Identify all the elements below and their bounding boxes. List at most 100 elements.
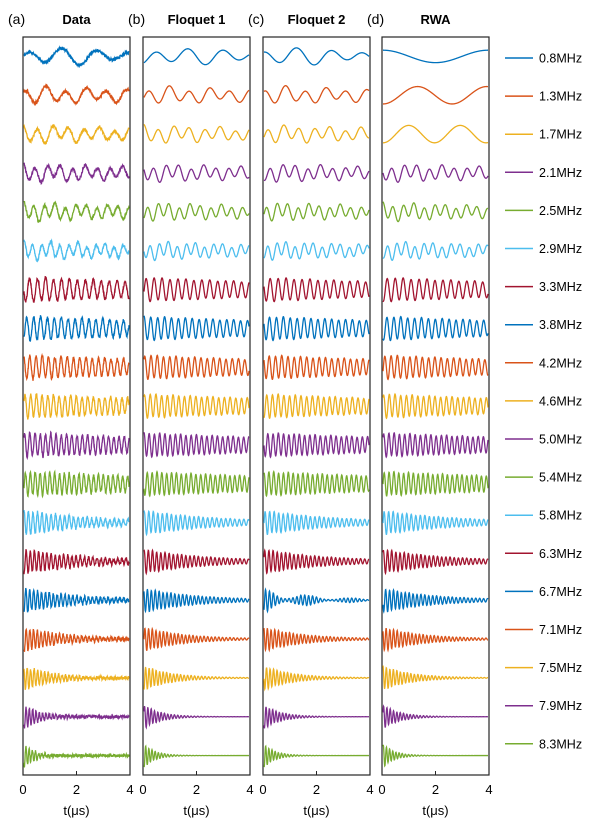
legend-label-5.0MHz: 5.0MHz (539, 433, 582, 447)
series-line-4.2MHz (263, 354, 370, 380)
series-line-7.9MHz (23, 706, 130, 729)
series-line-7.1MHz (143, 626, 250, 651)
legend-label-6.3MHz: 6.3MHz (539, 547, 582, 561)
legend-label-2.1MHz: 2.1MHz (539, 166, 582, 180)
series-line-5.4MHz (382, 470, 489, 497)
series-line-6.3MHz (143, 548, 250, 576)
legend-label-6.7MHz: 6.7MHz (539, 585, 582, 599)
series-line-3.3MHz (382, 277, 489, 303)
series-line-2.1MHz (143, 164, 250, 183)
series-line-2.9MHz (143, 240, 250, 262)
series-line-2.1MHz (382, 164, 489, 183)
series-line-7.5MHz (23, 667, 130, 690)
series-line-2.5MHz (263, 202, 370, 222)
series-line-6.7MHz (263, 587, 370, 614)
series-line-5.8MHz (263, 510, 370, 535)
legend-label-3.3MHz: 3.3MHz (539, 280, 582, 294)
series-line-5.8MHz (382, 510, 489, 535)
x-tick-label: 2 (313, 782, 320, 797)
series-line-4.2MHz (382, 354, 489, 381)
x-tick-label: 2 (193, 782, 200, 797)
panel-letter: (d) (367, 11, 384, 27)
legend-label-4.2MHz: 4.2MHz (539, 356, 582, 370)
x-tick-label: 4 (126, 782, 133, 797)
series-line-7.9MHz (143, 705, 250, 730)
legend-label-2.9MHz: 2.9MHz (539, 242, 582, 256)
panel-letter: (b) (128, 11, 145, 27)
legend-label-0.8MHz: 0.8MHz (539, 52, 582, 66)
x-tick-label: 0 (19, 782, 26, 797)
series-line-7.9MHz (263, 706, 369, 729)
panel-letter: (a) (8, 11, 25, 27)
series-line-7.1MHz (382, 627, 489, 653)
legend-label-5.8MHz: 5.8MHz (539, 509, 582, 523)
series-line-3.8MHz (143, 315, 250, 342)
series-line-1.7MHz (143, 123, 250, 144)
legend-label-7.5MHz: 7.5MHz (539, 661, 582, 675)
series-line-6.3MHz (382, 548, 489, 576)
series-line-1.3MHz (263, 85, 370, 104)
series-line-6.7MHz (143, 588, 250, 614)
series-line-8.3MHz (263, 744, 369, 768)
x-tick-label: 2 (73, 782, 80, 797)
series-line-3.8MHz (263, 315, 370, 342)
series-line-7.1MHz (23, 627, 130, 652)
legend-label-7.9MHz: 7.9MHz (539, 699, 582, 713)
series-line-2.1MHz (23, 162, 130, 185)
series-line-1.7MHz (23, 123, 130, 145)
series-line-6.3MHz (23, 549, 130, 575)
series-line-2.5MHz (143, 202, 250, 222)
x-axis-label: t(μs) (63, 803, 89, 818)
series-line-2.5MHz (382, 201, 489, 223)
panel-3: (c) Floquet 2 0 2 4 t(μs) (248, 11, 374, 818)
legend-label-1.3MHz: 1.3MHz (539, 90, 582, 104)
series-line-5.0MHz (263, 432, 370, 459)
legend-label-7.1MHz: 7.1MHz (539, 623, 582, 637)
legend: 0.8MHz 1.3MHz 1.7MHz 2.1MHz 2.5MHz 2.9MHz 3.3M… (505, 52, 582, 751)
series-line-8.3MHz (382, 744, 488, 768)
series-line-4.6MHz (263, 393, 370, 420)
series-line-1.3MHz (23, 82, 130, 107)
series-line-8.3MHz (143, 744, 249, 768)
series-line-6.3MHz (263, 548, 370, 575)
panels: (a) Data 0 2 4 t(μs) (b) Floquet 1 0 2 4 t(μs) (c) Fl… (8, 11, 493, 818)
series-line-5.0MHz (23, 430, 130, 461)
legend-label-3.8MHz: 3.8MHz (539, 318, 582, 332)
x-axis-label: t(μs) (303, 803, 329, 818)
x-tick-label: 4 (246, 782, 253, 797)
legend-label-4.6MHz: 4.6MHz (539, 394, 582, 408)
x-axis-label: t(μs) (183, 803, 209, 818)
x-tick-label: 4 (366, 782, 373, 797)
x-tick-label: 0 (259, 782, 266, 797)
legend-label-8.3MHz: 8.3MHz (539, 737, 582, 751)
series-line-6.7MHz (382, 587, 489, 614)
x-axis-label: t(μs) (422, 803, 448, 818)
series-line-2.5MHz (23, 200, 130, 224)
series-line-8.3MHz (23, 745, 130, 768)
panel-title: Floquet 1 (168, 12, 226, 27)
panel-title: RWA (420, 12, 451, 27)
series-line-5.0MHz (143, 432, 250, 459)
series-line-0.8MHz (383, 49, 488, 64)
series-line-4.2MHz (23, 352, 130, 382)
series-line-5.4MHz (23, 469, 130, 499)
series-line-0.8MHz (263, 47, 370, 66)
series-line-3.3MHz (23, 275, 130, 303)
panel-title: Data (62, 12, 91, 27)
series-line-7.5MHz (143, 666, 250, 690)
legend-label-1.7MHz: 1.7MHz (539, 128, 582, 142)
series-line-2.1MHz (263, 163, 370, 183)
series-line-5.8MHz (23, 509, 130, 535)
x-tick-label: 2 (432, 782, 439, 797)
series-line-3.8MHz (23, 315, 130, 342)
series-line-4.2MHz (143, 354, 250, 380)
x-tick-label: 4 (485, 782, 492, 797)
series-line-0.8MHz (23, 45, 130, 69)
series-line-5.4MHz (143, 470, 250, 498)
series-line-4.6MHz (382, 392, 489, 420)
series-line-2.9MHz (23, 238, 130, 263)
series-line-7.9MHz (382, 704, 489, 728)
series-line-1.7MHz (382, 124, 489, 144)
x-tick-label: 0 (378, 782, 385, 797)
